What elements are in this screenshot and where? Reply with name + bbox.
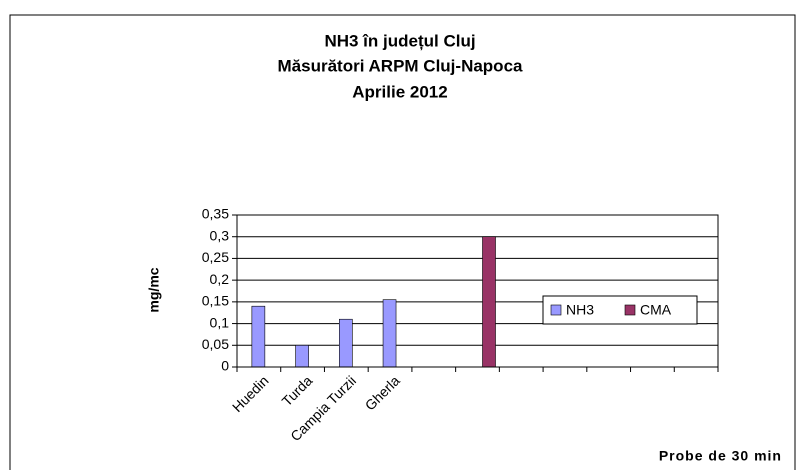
y-tick-label: 0,35 <box>202 206 229 222</box>
plot-area <box>236 214 719 368</box>
y-tick-label: 0,2 <box>210 271 230 287</box>
y-tick-label: 0,3 <box>210 227 230 243</box>
chart-title: Măsurători ARPM Cluj-Napoca <box>278 56 524 75</box>
y-tick-label: 0,15 <box>202 293 229 309</box>
y-tick-label: 0,05 <box>202 336 229 352</box>
y-axis-label: mg/mc <box>146 267 162 312</box>
chart-title: Aprilie 2012 <box>352 82 447 101</box>
bar <box>482 236 496 368</box>
legend-swatch <box>624 304 636 316</box>
bar <box>251 305 266 368</box>
x-axis-label: Probe de 30 min <box>659 448 782 464</box>
y-tick-label: 0,1 <box>210 314 230 330</box>
legend-box <box>542 295 698 325</box>
y-tick-label: 0,25 <box>202 249 229 265</box>
bar <box>339 318 353 368</box>
legend-label: CMA <box>640 302 672 318</box>
legend-swatch <box>550 304 562 316</box>
y-tick-label: 0 <box>221 358 229 374</box>
bar <box>295 344 309 368</box>
bar <box>382 299 397 368</box>
chart-title: NH3 în județul Cluj <box>324 31 475 50</box>
legend-label: NH3 <box>566 302 594 318</box>
